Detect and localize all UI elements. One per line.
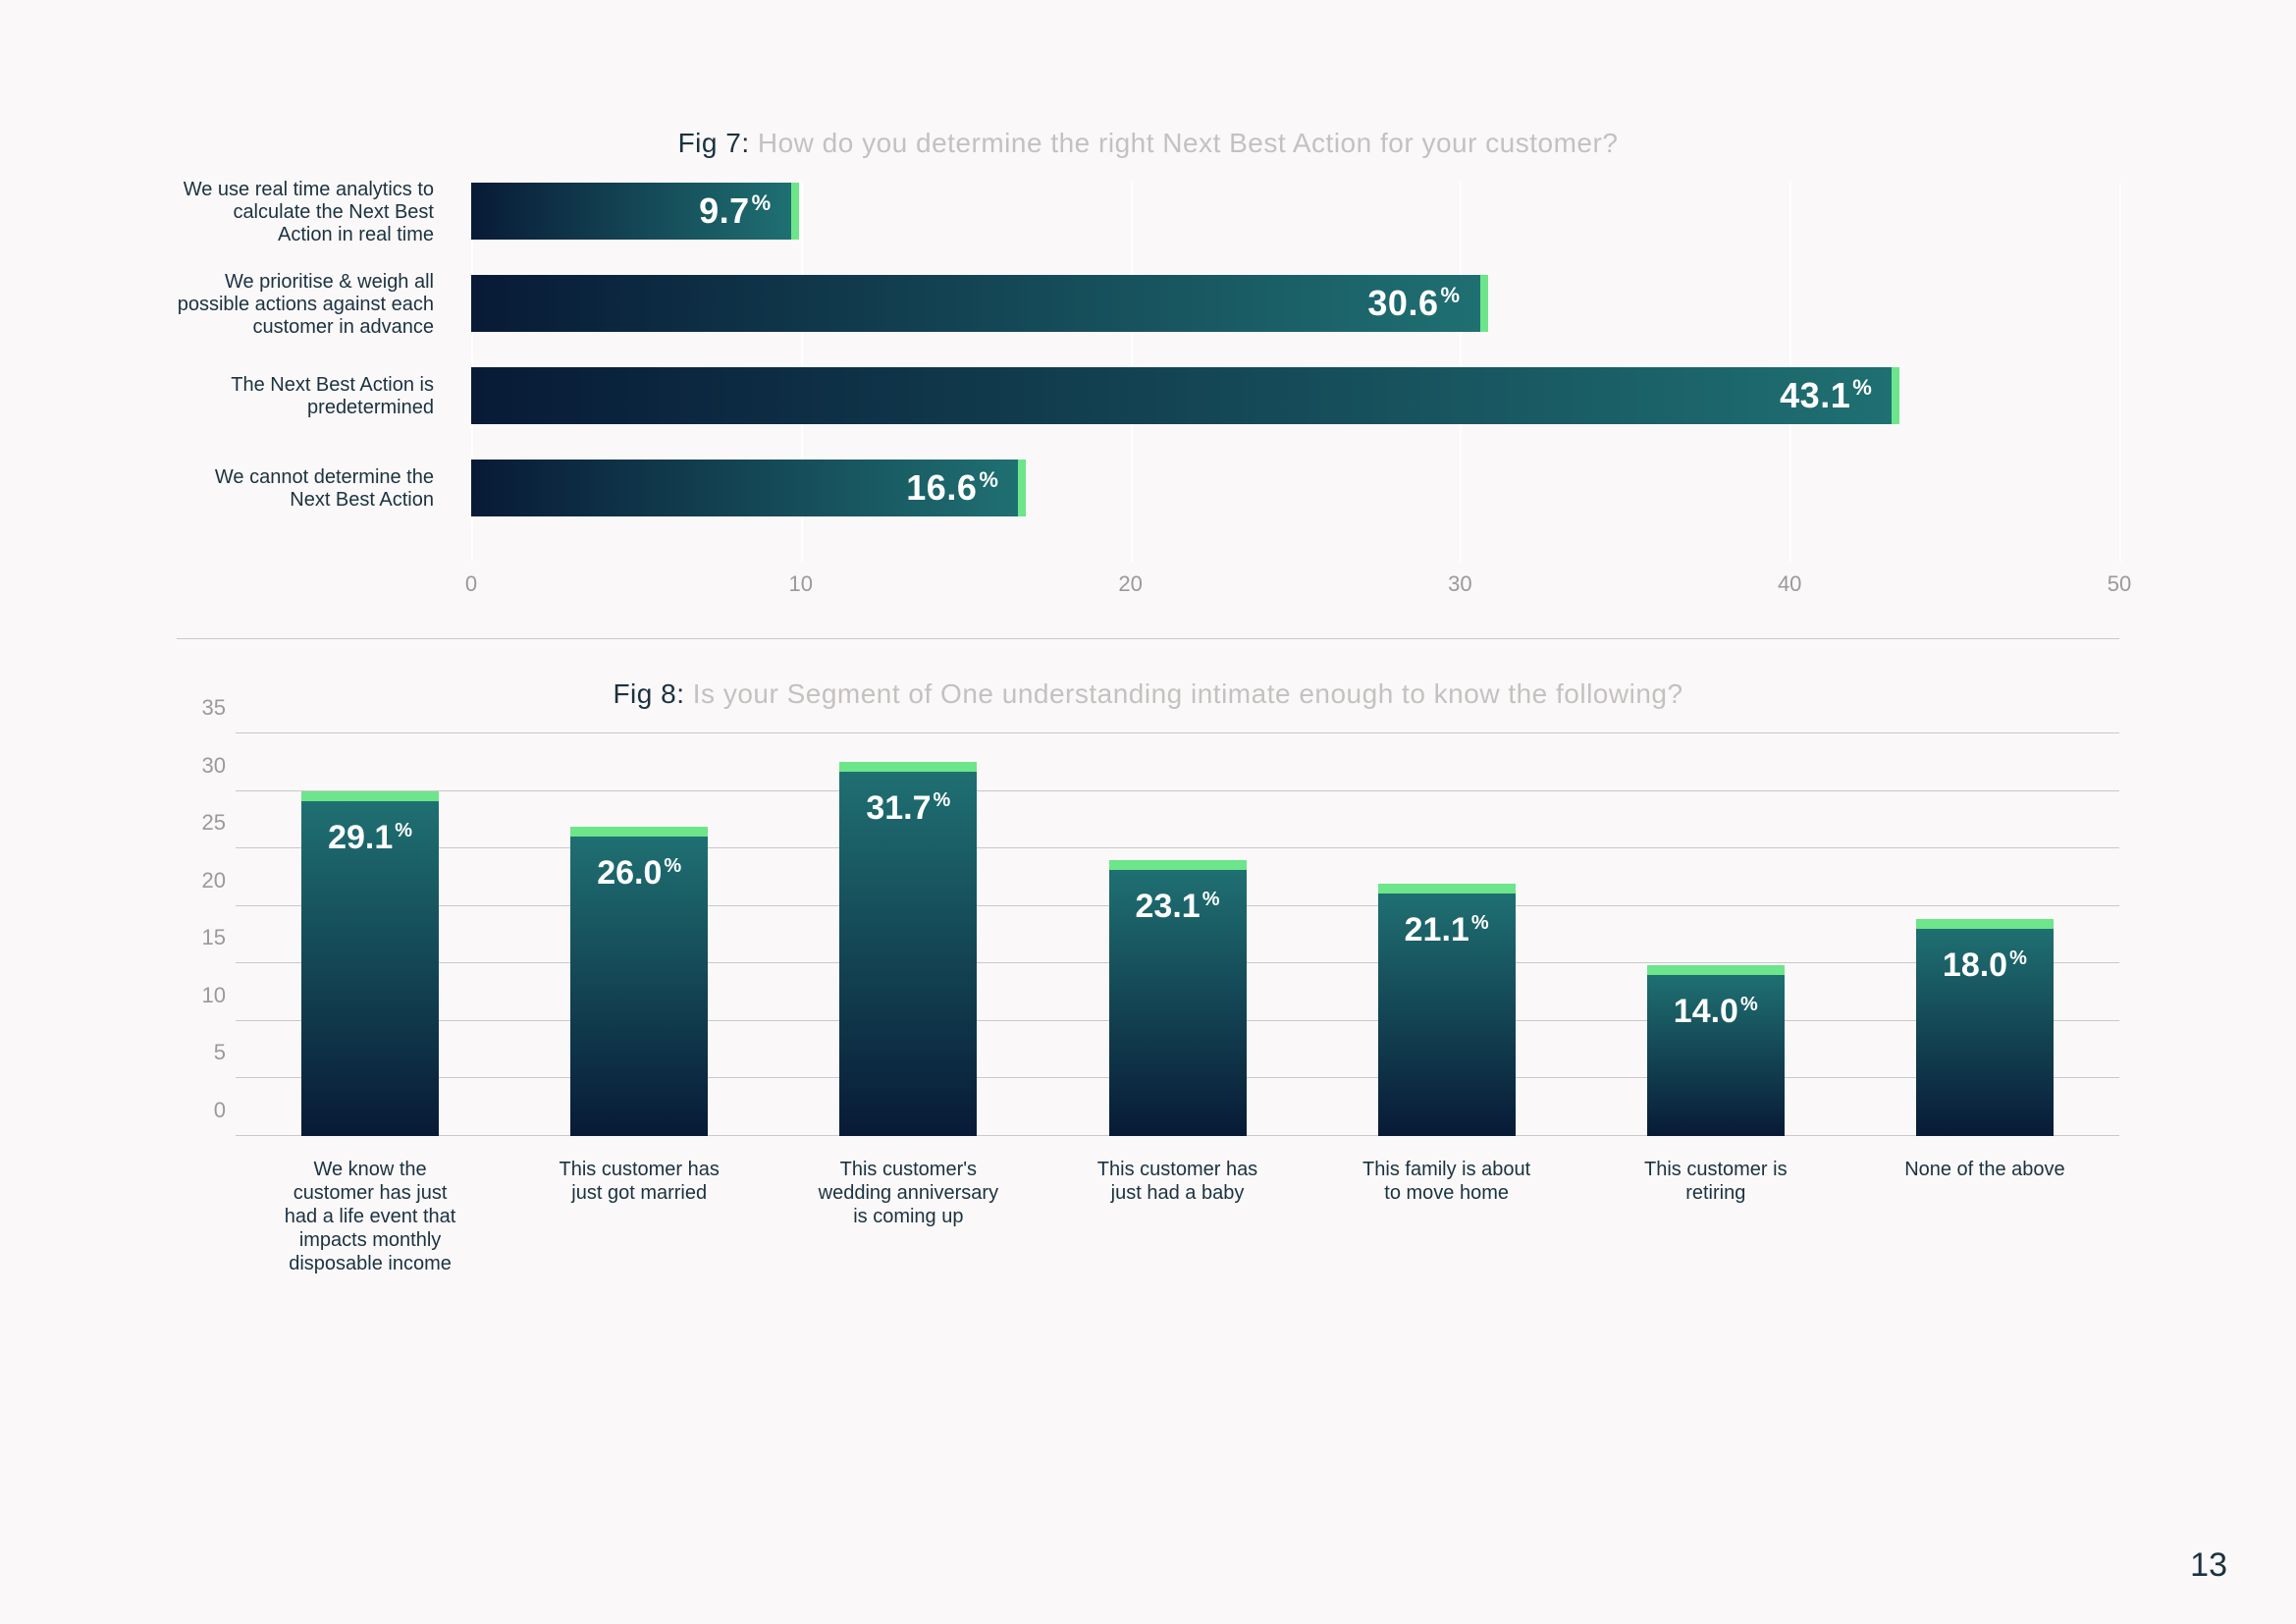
fig7-title: Fig 7: How do you determine the right Ne… xyxy=(177,128,2119,159)
fig7-bar: 30.6% xyxy=(471,275,1480,332)
fig8-gridline xyxy=(236,790,2119,791)
fig8-bar-value: 14.0% xyxy=(1647,993,1785,1031)
fig8-y-tick: 25 xyxy=(187,810,226,836)
fig7-bar-cap xyxy=(1892,367,1899,424)
fig7-bar-value: 43.1% xyxy=(1780,375,1872,416)
fig7-bar-value: 9.7% xyxy=(699,190,772,232)
fig8-title-prefix: Fig 8: xyxy=(613,678,684,709)
fig7-bar-cap xyxy=(1480,275,1488,332)
fig7-bar-value: 30.6% xyxy=(1367,283,1460,324)
fig7-x-axis: 01020304050 xyxy=(471,571,2119,611)
fig7-bar-value: 16.6% xyxy=(906,467,998,509)
fig8-bar-cap xyxy=(1647,965,1785,975)
fig7-bar-label: The Next Best Action is predetermined xyxy=(177,374,452,419)
fig8-bar-label: None of the above xyxy=(1892,1158,2078,1181)
fig7-x-tick: 30 xyxy=(1448,571,1471,597)
fig8-bar: 23.1% xyxy=(1109,870,1247,1136)
fig8-title-rest: Is your Segment of One understanding int… xyxy=(684,678,1682,709)
fig8-plot-area: 0510152025303529.1%26.0%31.7%23.1%21.1%1… xyxy=(236,733,2119,1136)
fig8-bar: 14.0% xyxy=(1647,975,1785,1136)
fig8-bar-label: This customer has just had a baby xyxy=(1085,1158,1271,1205)
fig8-bar-cap xyxy=(570,827,708,837)
page: Fig 7: How do you determine the right Ne… xyxy=(0,0,2296,1624)
fig8-bar: 31.7% xyxy=(839,772,977,1136)
fig8-bar-label: This customer has just got married xyxy=(546,1158,732,1205)
fig8-bar-cap xyxy=(839,762,977,772)
fig8-bar: 18.0% xyxy=(1916,929,2054,1136)
fig7-title-rest: How do you determine the right Next Best… xyxy=(750,128,1619,158)
fig8-title: Fig 8: Is your Segment of One understand… xyxy=(177,678,2119,710)
fig8-y-tick: 20 xyxy=(187,868,226,893)
fig8-bar-cap xyxy=(1378,884,1516,893)
fig8-bar: 29.1% xyxy=(301,801,439,1136)
fig8-y-tick: 10 xyxy=(187,983,226,1008)
fig8-bar-label: This customer is retiring xyxy=(1623,1158,1809,1205)
fig7-bar-label: We use real time analytics to calculate … xyxy=(177,179,452,246)
fig7-gridline xyxy=(2119,183,2121,562)
fig7-bar: 16.6% xyxy=(471,460,1018,516)
fig7-x-tick: 10 xyxy=(789,571,813,597)
fig8-gridline xyxy=(236,847,2119,848)
fig8-x-axis: We know the customer has just had a life… xyxy=(236,1146,2119,1283)
fig8-bar: 26.0% xyxy=(570,837,708,1136)
fig7-bar-cap xyxy=(791,183,799,240)
fig7-x-tick: 0 xyxy=(465,571,477,597)
fig8-bar-label: This family is about to move home xyxy=(1354,1158,1540,1205)
fig8-gridline xyxy=(236,732,2119,733)
fig8-y-tick: 30 xyxy=(187,753,226,779)
fig8-bar-value: 21.1% xyxy=(1378,911,1516,949)
fig8-bar-value: 31.7% xyxy=(839,789,977,828)
fig7-title-prefix: Fig 7: xyxy=(678,128,750,158)
fig8-bar-value: 23.1% xyxy=(1109,888,1247,926)
fig7-x-tick: 50 xyxy=(2108,571,2131,597)
fig8-y-tick: 35 xyxy=(187,695,226,721)
fig8-bar-value: 29.1% xyxy=(301,819,439,857)
fig8-y-tick: 5 xyxy=(187,1040,226,1065)
fig7-x-tick: 40 xyxy=(1778,571,1801,597)
fig7-bar-label: We prioritise & weigh all possible actio… xyxy=(177,271,452,339)
fig8-bar-cap xyxy=(1916,919,2054,929)
page-number: 13 xyxy=(2190,1546,2227,1585)
section-divider xyxy=(177,638,2119,639)
fig7-chart: We use real time analytics to calculate … xyxy=(177,183,2119,611)
fig8-bar-label: This customer's wedding anniversary is c… xyxy=(815,1158,1001,1228)
fig7-plot-area: 9.7% 30.6% 43.1% 16.6% xyxy=(471,183,2119,562)
fig7-bar: 9.7% xyxy=(471,183,791,240)
fig8-bar-cap xyxy=(301,791,439,801)
fig7-bar-cap xyxy=(1018,460,1026,516)
fig7-bar-label: We cannot determine the Next Best Action xyxy=(177,466,452,512)
fig8-chart: 0510152025303529.1%26.0%31.7%23.1%21.1%1… xyxy=(177,733,2119,1283)
fig8-bar-value: 26.0% xyxy=(570,854,708,893)
fig8-bar: 21.1% xyxy=(1378,893,1516,1136)
fig8-y-tick: 0 xyxy=(187,1098,226,1123)
fig7-bar: 43.1% xyxy=(471,367,1892,424)
fig8-bar-cap xyxy=(1109,860,1247,870)
fig8-bar-value: 18.0% xyxy=(1916,947,2054,985)
fig7-x-tick: 20 xyxy=(1118,571,1142,597)
fig8-y-tick: 15 xyxy=(187,925,226,950)
fig8-bar-label: We know the customer has just had a life… xyxy=(277,1158,463,1275)
